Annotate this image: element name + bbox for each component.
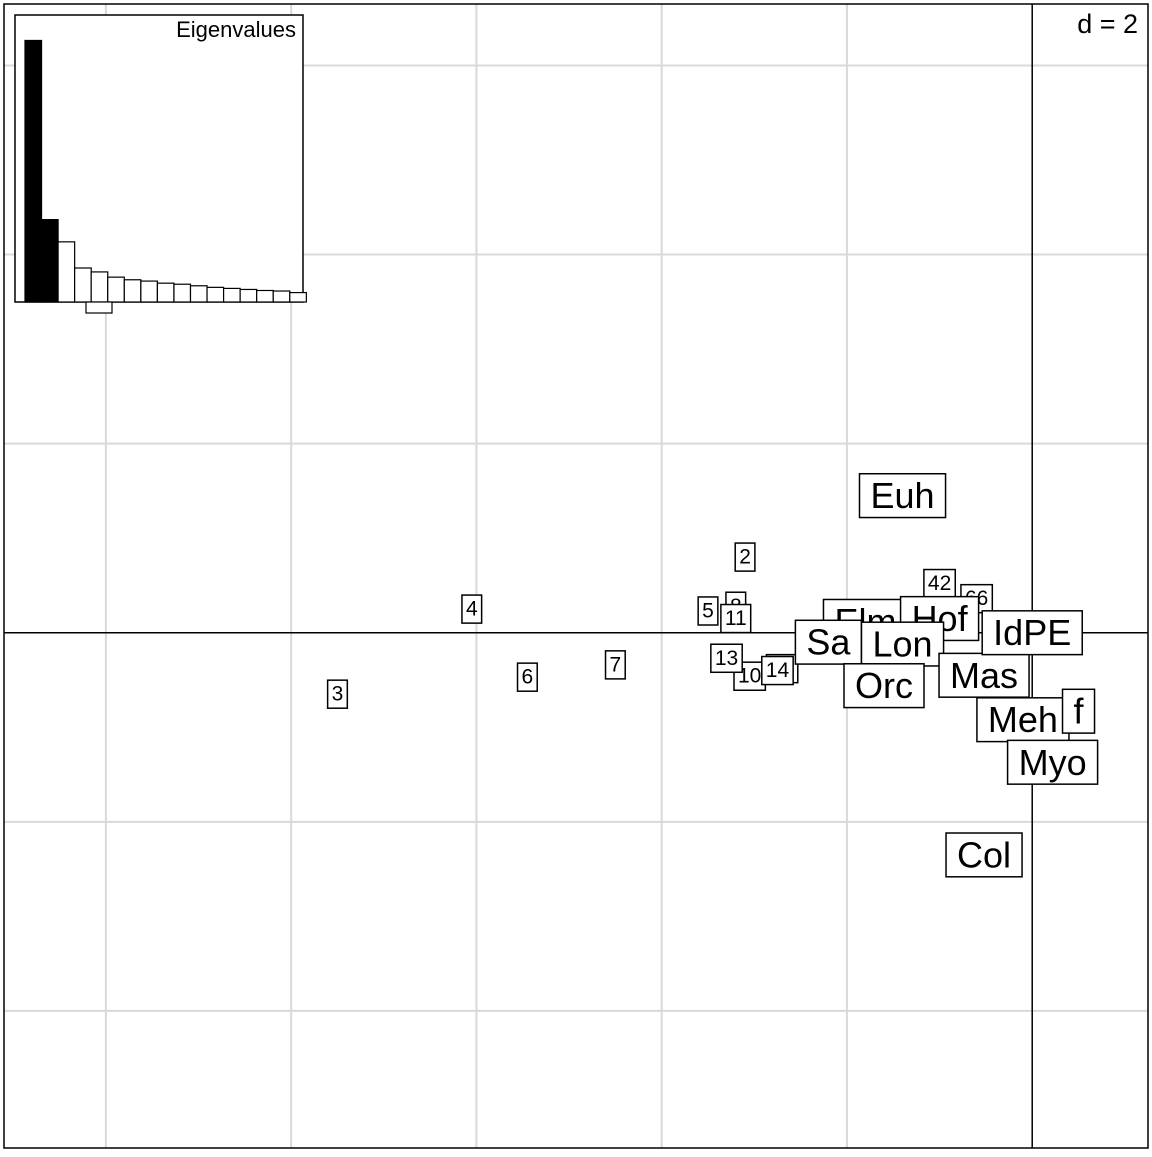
column-label-f-text: f: [1074, 691, 1085, 732]
row-label-2-text: 2: [739, 546, 751, 569]
column-label-Euh-box: [858, 472, 947, 519]
eigenvalue-bar-17: [289, 291, 307, 303]
row-label-5: 5: [697, 596, 719, 626]
row-label-3-text: 3: [332, 683, 344, 706]
row-label-7-box: [604, 650, 626, 680]
column-label-IdPE-text: IdPE: [993, 612, 1071, 653]
eigenvalue-axis-marker: [85, 301, 113, 314]
row-label-42-box: [923, 568, 957, 599]
eigenvalue-bar-8: [140, 280, 159, 303]
row-label-13: 13: [710, 643, 743, 674]
row-label-14-text: 14: [766, 659, 790, 682]
row-label-10: 10: [733, 661, 767, 691]
row-label-6: 6: [516, 662, 538, 692]
eigenvalue-bar-2: [40, 219, 59, 303]
eigenvalue-bar-10: [173, 283, 192, 303]
eigenvalue-bar-16: [272, 290, 291, 303]
eigenvalue-bar-3: [57, 241, 76, 303]
row-label-10-text: 10: [738, 665, 761, 688]
column-label-Orc-box: [843, 663, 925, 709]
column-label-f: f: [1061, 688, 1096, 734]
row-label-7-text: 7: [610, 653, 622, 676]
column-label-Col: Col: [945, 832, 1023, 878]
eigenvalue-bar-9: [156, 282, 175, 303]
row-label-7: 7: [604, 650, 626, 680]
column-label-Lon-box: [860, 621, 945, 667]
row-label-4-box: [461, 594, 483, 624]
row-label-11: 11: [720, 603, 752, 634]
column-label-Euh-text: Euh: [870, 475, 934, 516]
eigenvalue-bar-4: [74, 267, 92, 303]
row-label-13-box: [710, 643, 743, 674]
column-label-Mas: Mas: [938, 652, 1030, 698]
row-label-14: 14: [761, 655, 794, 686]
column-label-IdPE-box: [981, 610, 1083, 656]
row-label-4: 4: [461, 594, 483, 624]
row-label-13-text: 13: [715, 647, 738, 670]
column-label-Sa-text: Sa: [806, 622, 851, 663]
eigenvalue-bar-12: [206, 286, 225, 303]
row-label-6-box: [516, 662, 538, 692]
row-label-2: 2: [734, 542, 756, 572]
eigenvalue-title: Eigenvalues: [176, 17, 296, 42]
row-label-11-text: 11: [725, 607, 747, 630]
column-label-Myo: Myo: [1006, 739, 1099, 785]
column-label-Meh: Meh: [976, 697, 1070, 743]
row-label-3-box: [326, 679, 349, 709]
eigenvalue-bar-1: [24, 39, 43, 303]
plot-frame: [3, 3, 1149, 1149]
row-label-42: 42: [923, 568, 957, 599]
column-label-IdPE: IdPE: [981, 610, 1083, 656]
eigenvalue-bar-13: [223, 287, 241, 303]
column-label-Lon: Lon: [860, 621, 945, 667]
row-label-11-box: [720, 603, 752, 634]
column-label-Mas-text: Mas: [950, 655, 1018, 696]
column-label-Orc: Orc: [843, 663, 925, 709]
grid-scale-label: d = 2: [1077, 9, 1138, 39]
row-label-6-text: 6: [522, 666, 534, 689]
column-label-Meh-text: Meh: [988, 699, 1058, 740]
column-label-Lon-text: Lon: [872, 624, 932, 665]
row-label-14-box: [761, 655, 794, 686]
eigenvalue-inset: Eigenvalues: [14, 14, 307, 314]
eigenvalue-bar-15: [256, 289, 274, 303]
column-label-Orc-text: Orc: [855, 665, 913, 706]
eigenvalue-bars: [24, 39, 307, 314]
column-label-Myo-box: [1006, 739, 1099, 785]
row-label-2-box: [734, 542, 756, 572]
eigenvalue-bar-11: [189, 285, 208, 303]
row-label-42-text: 42: [928, 572, 951, 595]
column-label-Col-text: Col: [957, 834, 1011, 875]
row-label-5-text: 5: [702, 599, 714, 622]
eigenvalue-bar-6: [107, 276, 125, 303]
column-label-Euh: Euh: [858, 472, 947, 519]
row-label-3: 3: [326, 679, 349, 709]
row-label-5-box: [697, 596, 719, 626]
column-label-Col-box: [945, 832, 1023, 878]
eigenvalue-bar-14: [239, 288, 258, 303]
column-label-Myo-text: Myo: [1019, 742, 1087, 783]
eigenvalue-bar-7: [123, 279, 142, 303]
column-label-Sa: Sa: [794, 619, 863, 665]
row-label-4-text: 4: [466, 598, 478, 621]
column-label-Sa-box: [794, 619, 863, 665]
column-label-f-box: [1061, 688, 1096, 734]
eigenvalue-bar-5: [90, 271, 109, 303]
